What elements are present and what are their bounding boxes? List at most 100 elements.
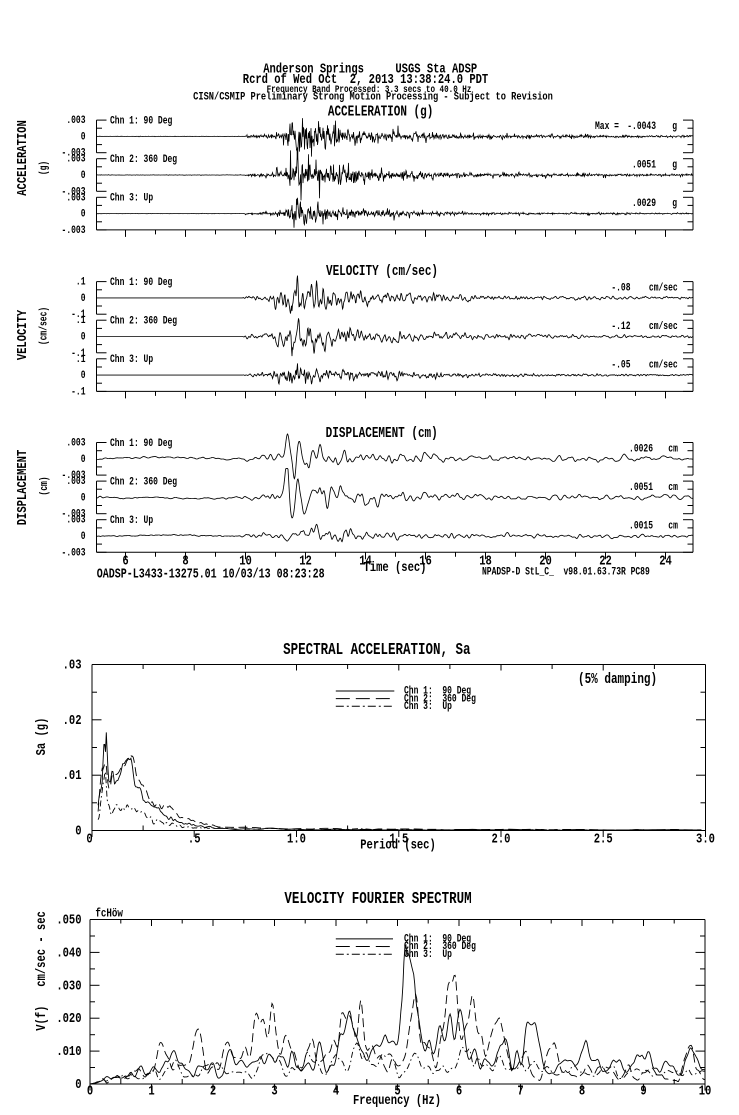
svg-text:g: g bbox=[672, 197, 677, 210]
svg-text:-.003: -.003 bbox=[62, 147, 86, 160]
svg-text:0: 0 bbox=[81, 130, 86, 143]
svg-text:.5: .5 bbox=[188, 831, 201, 847]
svg-text:3: 3 bbox=[271, 1083, 277, 1099]
svg-text:8: 8 bbox=[579, 1083, 585, 1099]
svg-text:Chn 1: 90 Deg: Chn 1: 90 Deg bbox=[110, 114, 172, 127]
svg-text:0: 0 bbox=[81, 292, 86, 305]
svg-text:-.003: -.003 bbox=[62, 185, 86, 198]
svg-text:Frequency Band Processed: 3.3: Frequency Band Processed: 3.3 secs to 40… bbox=[267, 83, 472, 96]
svg-text:.030: .030 bbox=[56, 978, 81, 994]
svg-text:-.08: -.08 bbox=[611, 281, 630, 294]
svg-text:.003: .003 bbox=[66, 153, 85, 166]
svg-text:VELOCITY (cm/sec): VELOCITY (cm/sec) bbox=[326, 262, 438, 279]
svg-text:8: 8 bbox=[182, 553, 188, 569]
svg-text:Frequency (Hz): Frequency (Hz) bbox=[353, 1093, 441, 1109]
svg-text:18: 18 bbox=[479, 553, 492, 569]
svg-text:7: 7 bbox=[517, 1083, 523, 1099]
svg-text:VELOCITY: VELOCITY bbox=[15, 309, 31, 360]
svg-text:Chn 3: Up: Chn 3: Up bbox=[404, 700, 452, 713]
svg-text:10: 10 bbox=[239, 553, 252, 569]
svg-text:10: 10 bbox=[699, 1083, 712, 1099]
svg-text:Sa (g): Sa (g) bbox=[34, 718, 50, 756]
svg-text:(cm): (cm) bbox=[38, 476, 51, 495]
svg-text:.0015: .0015 bbox=[629, 519, 653, 532]
svg-text:(g): (g) bbox=[37, 161, 50, 175]
svg-text:0: 0 bbox=[81, 530, 86, 543]
svg-text:V(f) cm/sec - sec: V(f) cm/sec - sec bbox=[34, 911, 50, 1031]
svg-text:Chn 3: Up: Chn 3: Up bbox=[110, 191, 153, 204]
svg-text:12: 12 bbox=[299, 553, 312, 569]
svg-text:-.003: -.003 bbox=[62, 546, 86, 559]
svg-text:cm/sec: cm/sec bbox=[649, 281, 678, 294]
svg-text:Chn 3: Up: Chn 3: Up bbox=[404, 948, 452, 961]
svg-text:Max =: Max = bbox=[595, 120, 619, 133]
svg-text:0: 0 bbox=[81, 491, 86, 504]
svg-text:1: 1 bbox=[148, 1083, 154, 1099]
svg-text:CISN/CSMIP Preliminary Strong: CISN/CSMIP Preliminary Strong Motion Pro… bbox=[193, 90, 553, 104]
svg-text:(5% damping): (5% damping) bbox=[578, 670, 657, 687]
svg-text:0: 0 bbox=[87, 1083, 93, 1099]
svg-text:cm: cm bbox=[668, 519, 678, 532]
svg-text:Chn 3: Up: Chn 3: Up bbox=[110, 353, 153, 366]
svg-text:-.12: -.12 bbox=[611, 320, 630, 333]
svg-text:cm/sec: cm/sec bbox=[649, 320, 678, 333]
svg-text:Period (sec): Period (sec) bbox=[360, 837, 436, 853]
svg-text:0: 0 bbox=[81, 169, 86, 182]
svg-text:.0051: .0051 bbox=[629, 481, 653, 494]
svg-text:.003: .003 bbox=[66, 514, 85, 527]
svg-text:Chn 1: 90 Deg: Chn 1: 90 Deg bbox=[110, 437, 172, 450]
svg-text:.02: .02 bbox=[63, 712, 82, 728]
svg-text:.03: .03 bbox=[63, 657, 82, 673]
svg-text:cm: cm bbox=[668, 442, 678, 455]
svg-text:.020: .020 bbox=[56, 1011, 81, 1027]
svg-text:22: 22 bbox=[599, 553, 612, 569]
svg-text:Anderson Springs USGS Sta: Anderson Springs USGS Sta ADSP bbox=[263, 61, 477, 77]
svg-text:2: 2 bbox=[210, 1083, 216, 1099]
svg-text:.040: .040 bbox=[56, 945, 81, 961]
svg-text:(cm/sec): (cm/sec) bbox=[37, 307, 50, 345]
svg-text:.1: .1 bbox=[76, 314, 86, 327]
svg-text:0: 0 bbox=[81, 330, 86, 343]
svg-text:20: 20 bbox=[539, 553, 552, 569]
svg-text:0: 0 bbox=[81, 453, 86, 466]
svg-text:cm: cm bbox=[668, 481, 678, 494]
svg-text:.003: .003 bbox=[66, 114, 85, 127]
svg-text:0: 0 bbox=[75, 1077, 81, 1093]
svg-text:Chn 2: 360 Deg: Chn 2: 360 Deg bbox=[110, 475, 177, 488]
svg-text:Chn 2: 360 Deg: Chn 2: 360 Deg bbox=[110, 314, 177, 327]
svg-text:1.0: 1.0 bbox=[287, 831, 306, 847]
svg-text:Chn 2: 360 Deg: Chn 2: 360 Deg bbox=[110, 153, 177, 166]
svg-text:-.0043: -.0043 bbox=[627, 120, 656, 133]
svg-text:9: 9 bbox=[640, 1083, 646, 1099]
svg-text:6: 6 bbox=[456, 1083, 462, 1099]
svg-text:0: 0 bbox=[81, 207, 86, 220]
svg-text:g: g bbox=[672, 120, 677, 133]
svg-text:-.003: -.003 bbox=[62, 508, 86, 521]
svg-text:4: 4 bbox=[333, 1083, 340, 1099]
svg-text:DISPLACEMENT (cm): DISPLACEMENT (cm) bbox=[326, 424, 438, 441]
svg-text:-.003: -.003 bbox=[62, 224, 86, 237]
svg-text:Chn 1: 90 Deg: Chn 1: 90 Deg bbox=[404, 685, 471, 698]
svg-text:14: 14 bbox=[359, 553, 372, 569]
svg-text:Chn 2: 360 Deg: Chn 2: 360 Deg bbox=[404, 940, 476, 953]
svg-text:-.1: -.1 bbox=[71, 347, 86, 360]
svg-text:DISPLACEMENT: DISPLACEMENT bbox=[15, 449, 31, 525]
svg-text:OADSP-L3433-13275.01 10/03/13: OADSP-L3433-13275.01 10/03/13 08:23:28 bbox=[97, 566, 325, 582]
svg-text:.0026: .0026 bbox=[629, 442, 653, 455]
svg-text:.1: .1 bbox=[76, 353, 86, 366]
svg-text:VELOCITY FOURIER SPECTRUM: VELOCITY FOURIER SPECTRUM bbox=[284, 891, 471, 909]
svg-text:0: 0 bbox=[75, 823, 81, 839]
svg-text:Time (sec): Time (sec) bbox=[364, 560, 427, 576]
svg-text:.1: .1 bbox=[76, 275, 86, 288]
svg-text:-.1: -.1 bbox=[71, 308, 86, 321]
svg-text:Chn 3: Up: Chn 3: Up bbox=[110, 514, 153, 527]
svg-text:Rcrd of Wed Oct 2, 2013 13:38: Rcrd of Wed Oct 2, 2013 13:38:24.0 PDT bbox=[243, 72, 489, 88]
svg-text:24: 24 bbox=[659, 553, 672, 569]
svg-text:-.003: -.003 bbox=[62, 469, 86, 482]
svg-text:NPADSP-D StL_C_ v98.01.63.73R: NPADSP-D StL_C_ v98.01.63.73R PC89 bbox=[482, 565, 650, 578]
svg-text:cm/sec: cm/sec bbox=[649, 358, 678, 371]
svg-text:-.05: -.05 bbox=[611, 358, 630, 371]
svg-text:.0029: .0029 bbox=[632, 197, 656, 210]
svg-text:Chn 1: 90 Deg: Chn 1: 90 Deg bbox=[404, 932, 471, 945]
svg-text:Chn 1: 90 Deg: Chn 1: 90 Deg bbox=[110, 276, 172, 289]
